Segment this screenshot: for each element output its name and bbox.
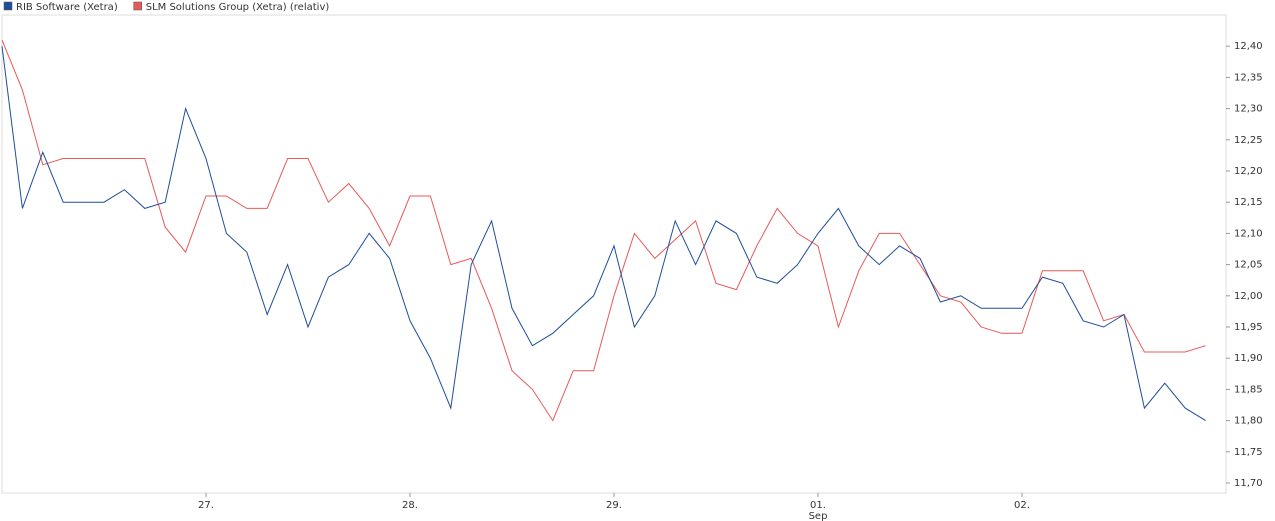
y-tick-label: 11,85 (1234, 384, 1263, 395)
legend-swatch (3, 1, 13, 11)
y-tick-label: 11,80 (1234, 416, 1263, 427)
legend-label: RIB Software (Xetra) (16, 2, 118, 13)
y-tick-label: 12,30 (1234, 104, 1263, 115)
y-tick-label: 12,05 (1234, 260, 1263, 271)
y-tick-label: 12,20 (1234, 166, 1263, 177)
series-line (1, 39, 1206, 422)
legend-label: SLM Solutions Group (Xetra) (relativ) (146, 2, 330, 13)
x-tick-label: 28. (402, 500, 418, 511)
legend-swatch (133, 1, 142, 11)
y-tick-label: 12,15 (1234, 197, 1263, 208)
x-tick-label: 01. (810, 500, 826, 511)
y-tick-label: 12,40 (1234, 41, 1263, 52)
y-tick-label: 11,95 (1234, 322, 1263, 333)
plot-area (1, 14, 1227, 494)
y-tick-label: 12,25 (1234, 135, 1263, 146)
x-tick-label: 02. (1014, 500, 1030, 511)
y-tick-label: 11,70 (1234, 478, 1263, 489)
series-line (1, 46, 1206, 422)
y-tick-label: 11,75 (1234, 447, 1263, 458)
y-tick-label: 12,10 (1234, 228, 1263, 239)
x-tick-label: 27. (198, 500, 214, 511)
y-tick-label: 12,35 (1234, 72, 1263, 83)
x-month-label: Sep (809, 511, 828, 521)
x-tick-label: 29. (606, 500, 622, 511)
y-tick-label: 11,90 (1234, 353, 1263, 364)
y-tick-label: 12,00 (1234, 291, 1263, 302)
